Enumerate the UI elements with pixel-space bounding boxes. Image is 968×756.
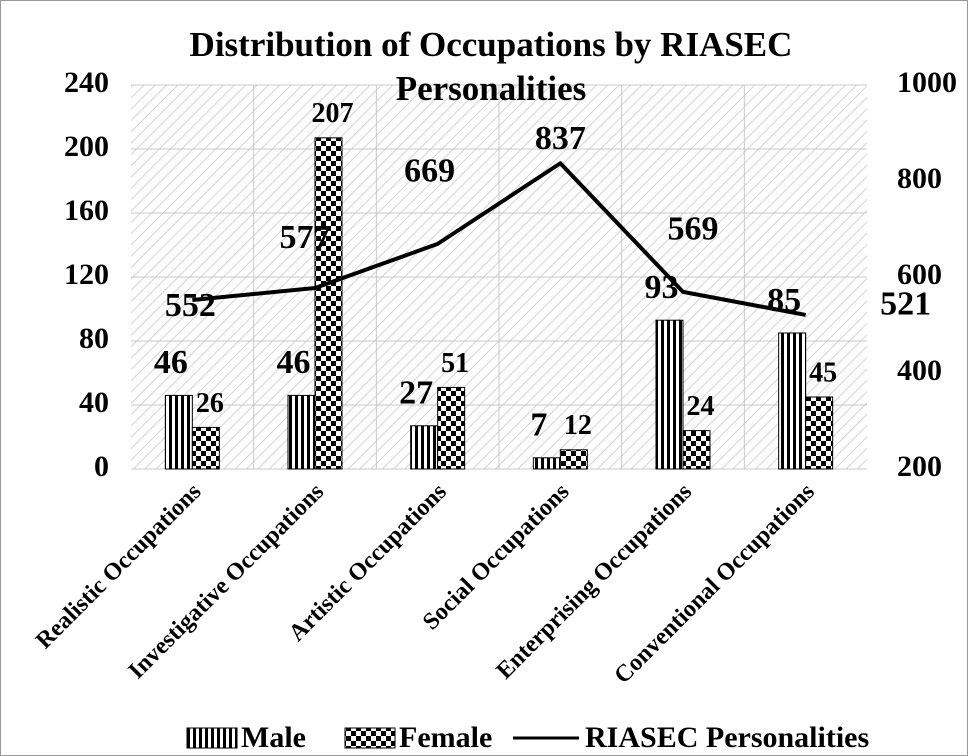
y-tick-label: 0 (94, 450, 109, 483)
line-label: 577 (280, 219, 331, 256)
bar (655, 319, 684, 470)
bar (437, 386, 466, 470)
bar (164, 394, 193, 470)
bar (682, 430, 711, 470)
y2-tick-label: 200 (897, 450, 942, 483)
y2-tick-label: 400 (897, 354, 942, 387)
data-label: 7 (530, 407, 547, 444)
y-tick-label: 80 (79, 322, 109, 355)
y-tick-label: 160 (64, 194, 109, 227)
y-tick-label: 200 (64, 130, 109, 163)
y-tick-label: 40 (79, 386, 109, 419)
bar (778, 332, 807, 470)
bar (805, 396, 834, 470)
legend-label: Female (399, 721, 492, 754)
data-label: 93 (645, 269, 679, 306)
line-label: 837 (535, 120, 586, 157)
legend-label: RIASEC Personalities (585, 721, 869, 754)
data-label: 27 (399, 375, 433, 412)
bar (559, 449, 588, 470)
y-tick-label: 240 (64, 66, 109, 99)
line-label: 552 (165, 287, 216, 324)
line-label: 521 (880, 286, 931, 323)
data-label: 26 (196, 388, 224, 419)
y2-tick-label: 600 (897, 258, 942, 291)
bar (191, 426, 220, 470)
data-label: 51 (441, 348, 469, 379)
chart-title: Distribution of Occupations by RIASEC Pe… (189, 25, 793, 108)
legend: Male Female RIASEC Personalities (186, 721, 869, 754)
legend-swatch (344, 727, 396, 749)
line (192, 161, 807, 317)
bar (532, 457, 561, 470)
data-label: 46 (154, 344, 188, 381)
legend-label: Male (241, 721, 306, 754)
data-label: 24 (687, 391, 715, 422)
data-label: 46 (277, 344, 311, 381)
y2-tick-label: 1000 (897, 66, 957, 99)
bar (287, 394, 316, 470)
y2-tick-label: 800 (897, 162, 942, 195)
bar (314, 137, 343, 470)
x-tick-label: Enterprising Occupations (492, 479, 698, 685)
data-label: 12 (564, 410, 592, 441)
legend-swatch (186, 727, 238, 749)
line-label: 669 (404, 153, 455, 190)
data-label: 207 (312, 98, 354, 129)
data-label: 45 (809, 357, 837, 388)
bar (410, 425, 439, 470)
line-label: 569 (668, 211, 719, 248)
x-tick-label: Investigative Occupations (124, 479, 330, 685)
x-tick-label: Conventional Occupations (610, 479, 820, 689)
y-tick-label: 120 (64, 258, 109, 291)
